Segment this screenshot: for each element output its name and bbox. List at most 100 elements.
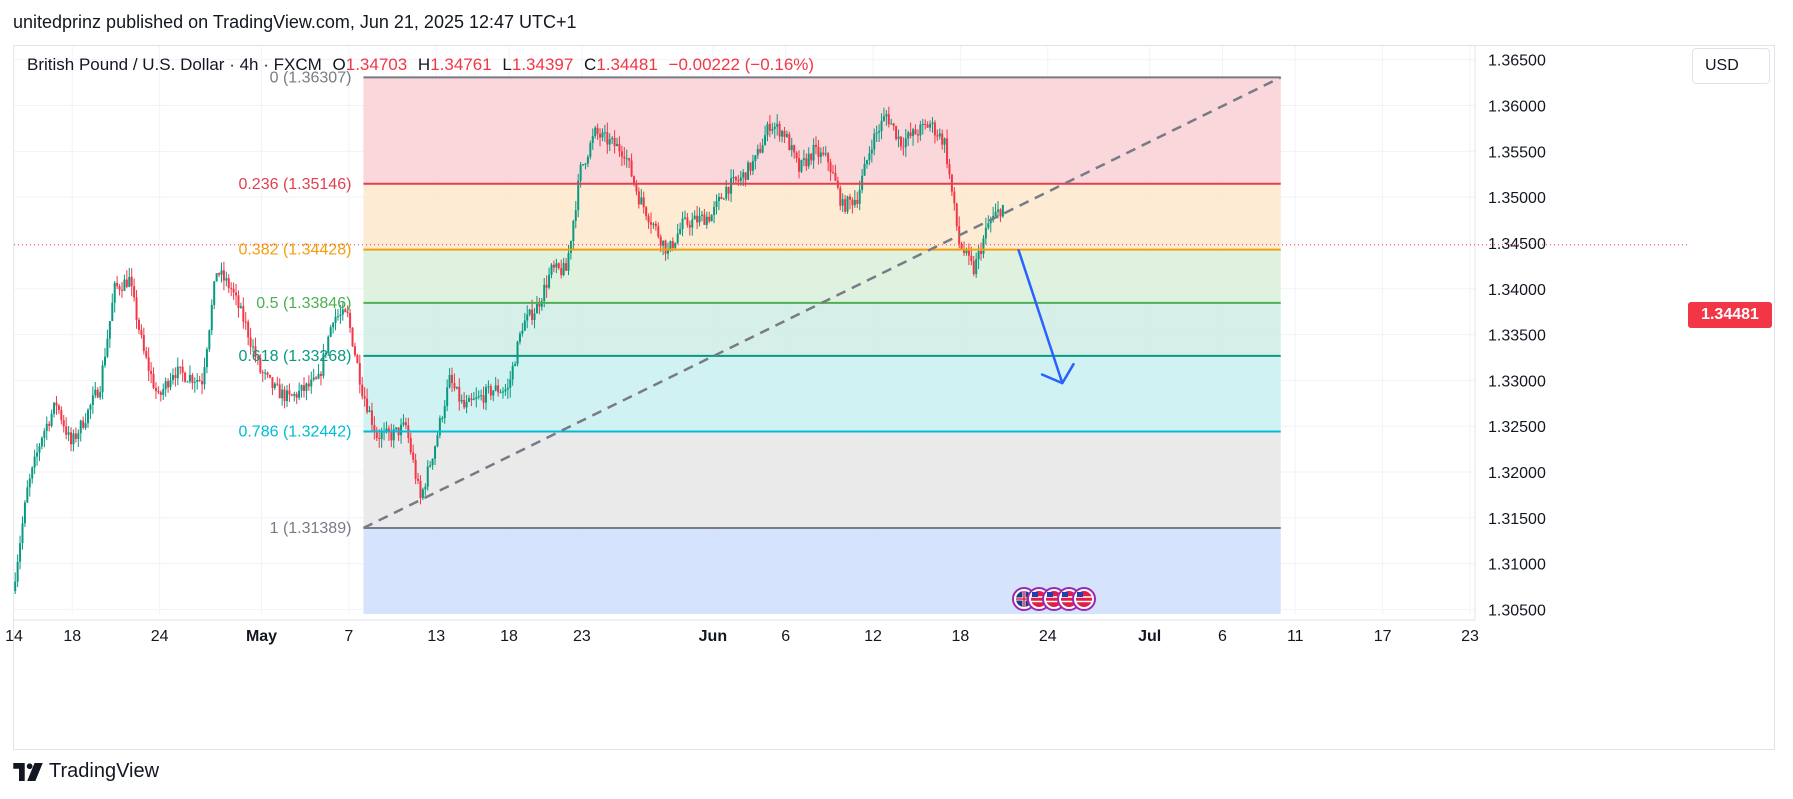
candle-up [273, 383, 276, 389]
candle-up [975, 259, 978, 275]
high-value: 1.34761 [430, 55, 492, 74]
trend-line[interactable] [362, 76, 1282, 530]
candle-up [506, 387, 509, 390]
candle-down [972, 260, 975, 275]
candle-down [628, 158, 631, 161]
candle-up [674, 242, 677, 248]
candle-up [84, 423, 87, 428]
candle-up [929, 123, 932, 128]
candle-down [955, 203, 958, 227]
candle-up [468, 398, 470, 402]
price-tick-label: 1.30500 [1488, 602, 1546, 619]
candle-down [414, 459, 417, 479]
symbol-title[interactable]: British Pound / U.S. Dollar · 4h · FXCM [27, 55, 322, 74]
candle-up [722, 198, 725, 200]
candle-up [40, 437, 43, 447]
candle-down [48, 423, 51, 426]
candle-down [916, 134, 919, 136]
us-flag-icon[interactable] [1072, 587, 1096, 611]
candle-up [652, 223, 655, 225]
time-tick-label: 18 [500, 628, 518, 645]
price-tick-label: 1.31500 [1488, 511, 1546, 528]
candle-up [754, 155, 757, 162]
candle-down [967, 249, 970, 256]
flag-canton [1062, 592, 1068, 597]
candle-up [904, 138, 907, 148]
candle-up [919, 124, 922, 136]
candle-up [475, 397, 478, 399]
candle-down [375, 431, 378, 439]
candle-down [657, 226, 660, 237]
candle-up [455, 386, 458, 389]
candle-up [111, 302, 114, 321]
candle-up [582, 164, 585, 166]
candle-down [805, 158, 808, 167]
candle-down [218, 273, 221, 275]
candle-up [802, 158, 805, 161]
candle-down [370, 410, 373, 425]
candle-down [242, 306, 245, 322]
candle-down [453, 383, 456, 389]
candle-up [79, 420, 82, 434]
candle-up [603, 132, 606, 134]
currency-button[interactable]: USD [1692, 48, 1770, 84]
candle-up [210, 304, 213, 331]
candle-down [895, 126, 898, 139]
candle-down [266, 372, 269, 375]
price-tick-label: 1.34500 [1488, 236, 1546, 253]
candle-up [756, 148, 759, 156]
candle-up [186, 381, 189, 383]
candle-up [662, 240, 665, 246]
price-tick-label: 1.36500 [1488, 53, 1546, 70]
candle-down [620, 151, 623, 157]
candle-up [26, 487, 29, 503]
fib-labels: 0 (1.36307) 0.236 (1.35146) 0.382 (1.34428… [238, 69, 351, 537]
candle-down [637, 191, 640, 205]
candle-down [963, 249, 966, 254]
candle-down [671, 241, 674, 248]
candle-up [739, 177, 742, 181]
candle-down [244, 321, 247, 323]
candle-down [140, 329, 143, 336]
candle-up [584, 163, 587, 165]
time-tick-label: 13 [427, 628, 445, 645]
candle-down [65, 426, 68, 435]
candle-down [181, 366, 184, 373]
candle-down [130, 276, 133, 287]
time-tick-label: 12 [864, 628, 882, 645]
footer-brand[interactable]: TradingView [13, 760, 159, 783]
candle-up [332, 322, 335, 328]
candle-down [256, 356, 259, 359]
candle-down [970, 255, 973, 261]
candle-up [764, 135, 767, 146]
candle-down [387, 428, 390, 433]
candle-down [271, 377, 274, 389]
candle-down [307, 383, 310, 387]
candle-up [327, 336, 330, 353]
fib-zone [363, 355, 1281, 432]
candle-up [785, 134, 788, 137]
candle-up [521, 330, 524, 334]
fib-label-0.382: 0.382 (1.34428) [238, 242, 351, 259]
candle-down [844, 199, 847, 212]
candle-down [116, 282, 119, 287]
candle-down [960, 243, 963, 250]
candle-down [948, 164, 951, 175]
candle-down [55, 402, 58, 406]
candle-up [53, 402, 56, 414]
projection-arrow-shaft[interactable] [1017, 249, 1064, 385]
candle-down [783, 130, 786, 137]
price-tick-label: 1.33500 [1488, 328, 1546, 345]
candle-down [135, 297, 138, 320]
candle-down [409, 437, 412, 453]
candle-down [70, 432, 73, 445]
candle-down [249, 337, 252, 347]
candle-down [276, 383, 279, 385]
candle-up [577, 180, 580, 211]
candle-up [921, 124, 924, 126]
candle-down [557, 263, 560, 269]
candle-down [82, 420, 85, 428]
candle-up [516, 341, 519, 365]
candle-up [341, 309, 344, 315]
